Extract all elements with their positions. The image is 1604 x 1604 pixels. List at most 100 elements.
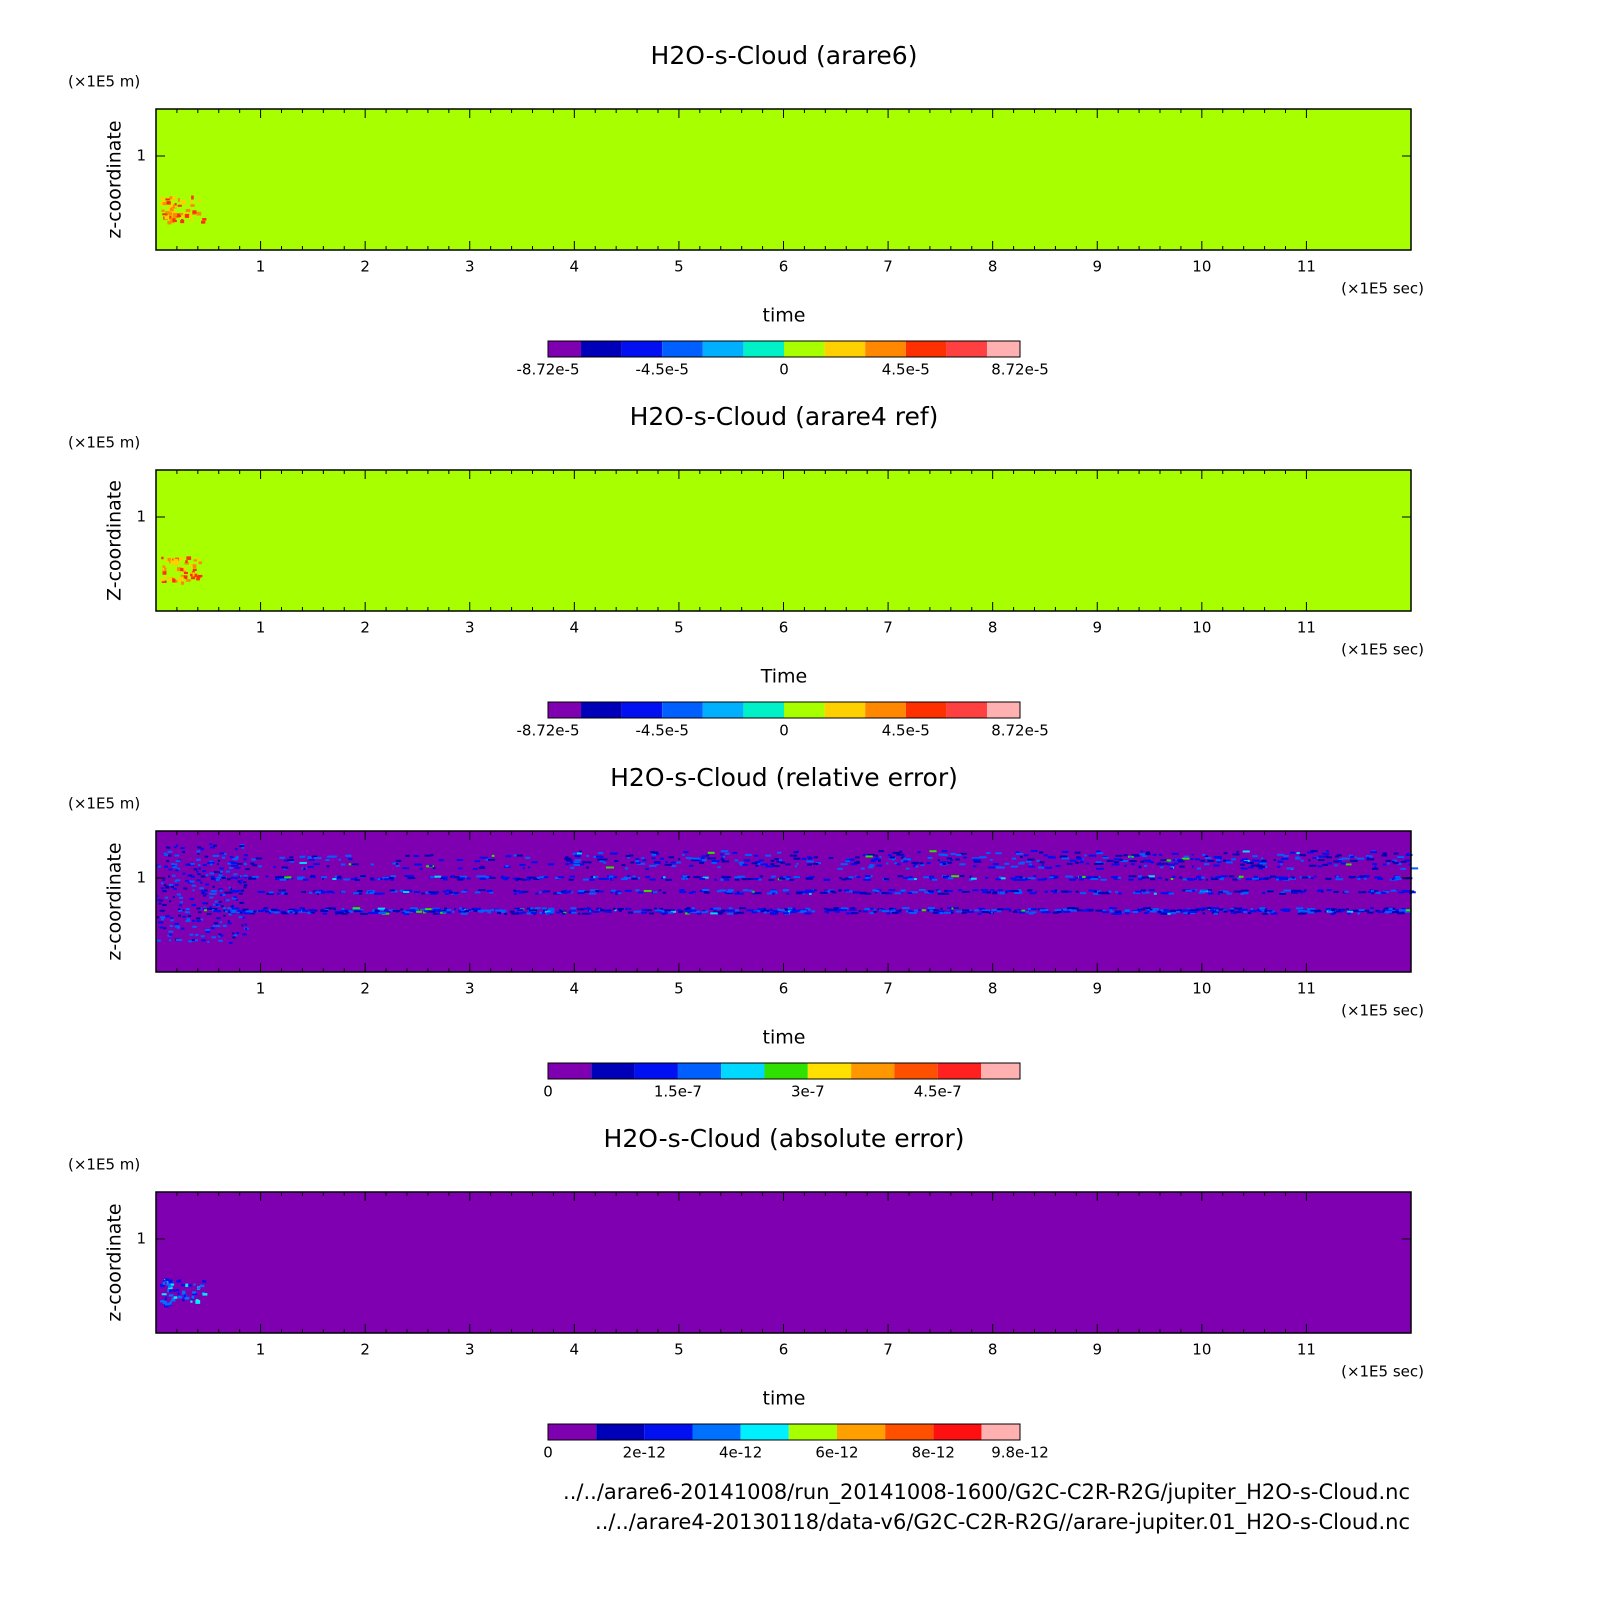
speck bbox=[765, 865, 773, 868]
x-label: Time bbox=[760, 666, 808, 688]
panel-title: H2O-s-Cloud (arare4 ref) bbox=[630, 402, 939, 431]
speck bbox=[1316, 890, 1320, 893]
speck bbox=[231, 897, 237, 900]
speck bbox=[594, 875, 599, 878]
speck bbox=[354, 910, 361, 913]
speck bbox=[177, 1292, 180, 1296]
speck bbox=[231, 907, 240, 910]
speck bbox=[1185, 889, 1192, 892]
speck bbox=[196, 917, 201, 920]
speck bbox=[160, 887, 165, 890]
speck bbox=[813, 889, 817, 892]
speck bbox=[1322, 863, 1329, 866]
speck bbox=[195, 933, 199, 936]
speck bbox=[209, 896, 214, 899]
speck bbox=[190, 563, 194, 567]
colorbar-label: 2e-12 bbox=[623, 1444, 666, 1462]
speck bbox=[592, 910, 600, 913]
speck bbox=[1299, 891, 1303, 894]
speck bbox=[746, 909, 754, 912]
speck bbox=[268, 911, 272, 914]
speck bbox=[623, 876, 631, 879]
colorbar-segment bbox=[824, 341, 866, 357]
speck bbox=[875, 890, 880, 893]
speck bbox=[396, 862, 399, 865]
speck bbox=[723, 909, 729, 912]
speck bbox=[1299, 876, 1304, 879]
speck bbox=[845, 890, 853, 893]
speck bbox=[610, 878, 613, 881]
speck bbox=[589, 910, 592, 913]
speck bbox=[876, 864, 883, 867]
speck bbox=[1336, 875, 1339, 878]
speck bbox=[1366, 855, 1373, 858]
speck bbox=[786, 908, 792, 911]
speck bbox=[1000, 877, 1006, 880]
speck bbox=[1129, 860, 1137, 863]
speck bbox=[1054, 909, 1062, 912]
speck bbox=[779, 859, 783, 862]
speck bbox=[216, 917, 221, 920]
speck bbox=[873, 858, 881, 861]
speck bbox=[197, 846, 202, 849]
speck bbox=[741, 878, 748, 881]
speck bbox=[334, 875, 338, 878]
speck bbox=[201, 890, 207, 893]
speck bbox=[447, 911, 452, 914]
speck bbox=[180, 581, 185, 585]
speck bbox=[165, 198, 171, 201]
speck bbox=[660, 911, 668, 914]
speck bbox=[1236, 850, 1240, 853]
speck bbox=[164, 1303, 169, 1308]
speck bbox=[982, 891, 989, 894]
speck bbox=[776, 860, 783, 863]
speck bbox=[162, 890, 167, 893]
colorbar-segment bbox=[784, 341, 825, 357]
speck bbox=[1177, 909, 1182, 912]
speck bbox=[569, 875, 576, 878]
speck bbox=[1281, 857, 1289, 860]
speck bbox=[1257, 910, 1262, 913]
speck bbox=[182, 915, 186, 918]
speck bbox=[1240, 892, 1244, 895]
colorbar-segment bbox=[764, 1063, 808, 1079]
colorbar-segment bbox=[548, 341, 582, 357]
speck bbox=[562, 891, 567, 894]
speck bbox=[226, 878, 231, 881]
speck bbox=[773, 910, 781, 913]
speck bbox=[1135, 890, 1142, 893]
speck bbox=[962, 909, 970, 912]
speck bbox=[851, 912, 859, 915]
speck bbox=[1333, 911, 1337, 914]
speck bbox=[1366, 858, 1375, 861]
speck bbox=[1387, 862, 1390, 865]
speck bbox=[577, 892, 585, 895]
speck bbox=[1252, 877, 1259, 880]
speck bbox=[187, 915, 192, 918]
speck bbox=[1010, 877, 1017, 880]
speck bbox=[1370, 907, 1374, 910]
speck bbox=[554, 877, 561, 880]
speck bbox=[212, 885, 215, 888]
speck bbox=[834, 908, 842, 911]
speck bbox=[1382, 909, 1386, 912]
speck bbox=[173, 558, 178, 563]
speck bbox=[160, 197, 163, 200]
speck bbox=[157, 898, 160, 901]
speck bbox=[1107, 890, 1112, 893]
speck bbox=[1088, 889, 1093, 892]
speck bbox=[230, 889, 238, 892]
speck bbox=[177, 867, 181, 870]
speck bbox=[1218, 857, 1222, 860]
speck bbox=[209, 860, 214, 863]
x-label: time bbox=[763, 1027, 806, 1049]
colorbar-segment bbox=[644, 1424, 693, 1440]
speck bbox=[1160, 863, 1163, 866]
speck bbox=[727, 891, 730, 894]
speck bbox=[1344, 890, 1349, 893]
speck bbox=[284, 876, 292, 879]
speck bbox=[908, 909, 913, 912]
speck bbox=[864, 908, 871, 911]
speck bbox=[838, 889, 842, 892]
speck bbox=[294, 912, 298, 915]
